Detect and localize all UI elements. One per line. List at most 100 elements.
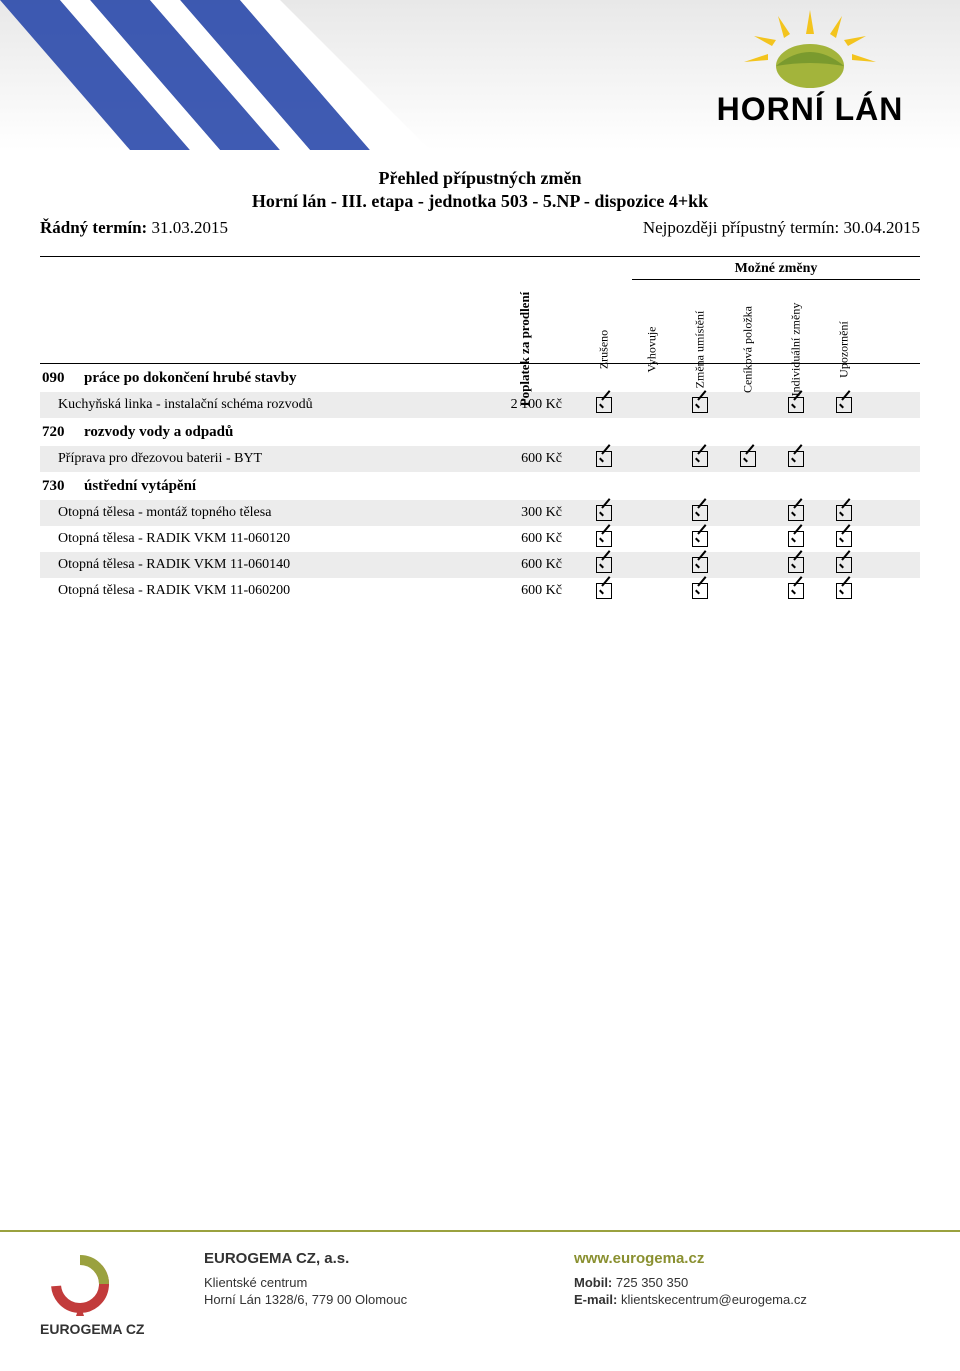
row-check-cell bbox=[772, 531, 820, 547]
col-header-0: Zrušeno bbox=[597, 330, 612, 369]
deadline-right: Nejpozději přípustný termín: 30.04.2015 bbox=[643, 218, 920, 238]
checkbox-checked-icon bbox=[836, 505, 852, 521]
checkbox-checked-icon bbox=[788, 557, 804, 573]
checkbox-checked-icon bbox=[836, 583, 852, 599]
row-check-cell bbox=[580, 397, 628, 413]
row-check-cell bbox=[580, 531, 628, 547]
row-check-cell bbox=[580, 557, 628, 573]
deadline-left-label: Řádný termín: bbox=[40, 218, 147, 237]
row-check-cell bbox=[676, 557, 724, 573]
checkbox-checked-icon bbox=[596, 557, 612, 573]
checkbox-checked-icon bbox=[692, 583, 708, 599]
row-check-cell bbox=[820, 531, 868, 547]
section-row: 730ústřední vytápění bbox=[40, 472, 920, 500]
table-row: Otopná tělesa - RADIK VKM 11-060120600 K… bbox=[40, 526, 920, 552]
row-check-cell bbox=[580, 451, 628, 467]
row-price: 600 Kč bbox=[470, 583, 580, 599]
checkbox-checked-icon bbox=[596, 531, 612, 547]
checkbox-checked-icon bbox=[692, 531, 708, 547]
row-price: 600 Kč bbox=[470, 451, 580, 467]
checkbox-checked-icon bbox=[836, 397, 852, 413]
checkbox-checked-icon bbox=[788, 505, 804, 521]
footer-contact: www.eurogema.cz Mobil: 725 350 350 E-mai… bbox=[574, 1250, 920, 1343]
row-desc: Kuchyňská linka - instalační schéma rozv… bbox=[40, 397, 470, 413]
row-price: 600 Kč bbox=[470, 531, 580, 547]
footer-www: www.eurogema.cz bbox=[574, 1250, 920, 1267]
footer-mobil-value: 725 350 350 bbox=[616, 1275, 688, 1290]
row-check-cell bbox=[772, 451, 820, 467]
footer-addr2: Horní Lán 1328/6, 779 00 Olomouc bbox=[204, 1292, 550, 1307]
footer-mobil: Mobil: 725 350 350 bbox=[574, 1275, 920, 1290]
row-check-cell bbox=[820, 557, 868, 573]
row-price: 600 Kč bbox=[470, 557, 580, 573]
checkbox-checked-icon bbox=[788, 531, 804, 547]
row-check-cell bbox=[772, 505, 820, 521]
checkbox-checked-icon bbox=[596, 397, 612, 413]
table-body: 090práce po dokončení hrubé stavbyKuchyň… bbox=[40, 364, 920, 604]
row-check-cell bbox=[580, 505, 628, 521]
footer-mobil-label: Mobil: bbox=[574, 1275, 612, 1290]
checkbox-checked-icon bbox=[788, 583, 804, 599]
checkbox-checked-icon bbox=[788, 451, 804, 467]
footer-logo: EUROGEMA CZ bbox=[40, 1250, 180, 1343]
row-price: 300 Kč bbox=[470, 505, 580, 521]
section-name: ústřední vytápění bbox=[84, 478, 920, 495]
col-header-5: Upozornění bbox=[837, 321, 852, 378]
col-header-1: Vyhovuje bbox=[645, 327, 660, 373]
row-check-cell bbox=[820, 583, 868, 599]
table-row: Otopná tělesa - montáž topného tělesa300… bbox=[40, 500, 920, 526]
footer-address: EUROGEMA CZ, a.s. Klientské centrum Horn… bbox=[204, 1250, 550, 1343]
checkbox-checked-icon bbox=[692, 397, 708, 413]
dates-row: Řádný termín: 31.03.2015 Nejpozději příp… bbox=[40, 218, 920, 238]
checkbox-checked-icon bbox=[596, 505, 612, 521]
col-header-3: Ceníková položka bbox=[741, 306, 756, 393]
row-desc: Otopná tělesa - RADIK VKM 11-060140 bbox=[40, 557, 470, 573]
table-row: Otopná tělesa - RADIK VKM 11-060140600 K… bbox=[40, 552, 920, 578]
section-name: rozvody vody a odpadů bbox=[84, 424, 920, 441]
deadline-left-value: 31.03.2015 bbox=[151, 218, 228, 237]
section-code: 720 bbox=[40, 424, 84, 441]
checkbox-checked-icon bbox=[692, 505, 708, 521]
footer-email: E-mail: klientskecentrum@eurogema.cz bbox=[574, 1292, 920, 1307]
checkbox-checked-icon bbox=[596, 583, 612, 599]
row-check-cell bbox=[676, 531, 724, 547]
row-check-cell bbox=[676, 583, 724, 599]
row-check-cell bbox=[772, 397, 820, 413]
row-check-cell bbox=[580, 583, 628, 599]
row-desc: Příprava pro dřezovou baterii - BYT bbox=[40, 451, 470, 467]
row-check-cell bbox=[724, 451, 772, 467]
deadline-right-value: 30.04.2015 bbox=[844, 218, 921, 237]
section-row: 720rozvody vody a odpadů bbox=[40, 418, 920, 446]
row-check-cell bbox=[772, 583, 820, 599]
col-header-2: Změna umístění bbox=[693, 311, 708, 389]
checkbox-checked-icon bbox=[692, 557, 708, 573]
logo-text: HORNÍ LÁN bbox=[680, 91, 940, 128]
section-code: 730 bbox=[40, 478, 84, 495]
column-group-header: Možné změny bbox=[632, 261, 920, 280]
row-check-cell bbox=[676, 397, 724, 413]
eurogema-logo-icon: EUROGEMA CZ bbox=[40, 1250, 170, 1340]
checkbox-checked-icon bbox=[692, 451, 708, 467]
checkbox-checked-icon bbox=[836, 531, 852, 547]
price-column-header: Poplatek za prodlení bbox=[517, 292, 533, 407]
page-title: Přehled přípustných změn bbox=[40, 168, 920, 189]
checkbox-checked-icon bbox=[788, 397, 804, 413]
row-check-cell bbox=[676, 505, 724, 521]
row-check-cell bbox=[676, 451, 724, 467]
row-desc: Otopná tělesa - RADIK VKM 11-060120 bbox=[40, 531, 470, 547]
changes-table: Možné změny Poplatek za prodlení Zrušeno… bbox=[40, 256, 920, 604]
page-subtitle: Horní lán - III. etapa - jednotka 503 - … bbox=[40, 191, 920, 212]
footer-addr1: Klientské centrum bbox=[204, 1275, 550, 1290]
row-check-cell bbox=[772, 557, 820, 573]
banner-rays-graphic bbox=[0, 0, 620, 150]
row-desc: Otopná tělesa - RADIK VKM 11-060200 bbox=[40, 583, 470, 599]
logo-block: HORNÍ LÁN bbox=[680, 10, 940, 128]
title-block: Přehled přípustných změn Horní lán - III… bbox=[40, 168, 920, 238]
checkbox-checked-icon bbox=[740, 451, 756, 467]
deadline-left: Řádný termín: 31.03.2015 bbox=[40, 218, 228, 238]
footer-email-value: klientskecentrum@eurogema.cz bbox=[621, 1292, 807, 1307]
footer-company: EUROGEMA CZ, a.s. bbox=[204, 1250, 550, 1267]
sun-logo-icon bbox=[740, 10, 880, 90]
table-row: Příprava pro dřezovou baterii - BYT600 K… bbox=[40, 446, 920, 472]
section-code: 090 bbox=[40, 370, 84, 387]
